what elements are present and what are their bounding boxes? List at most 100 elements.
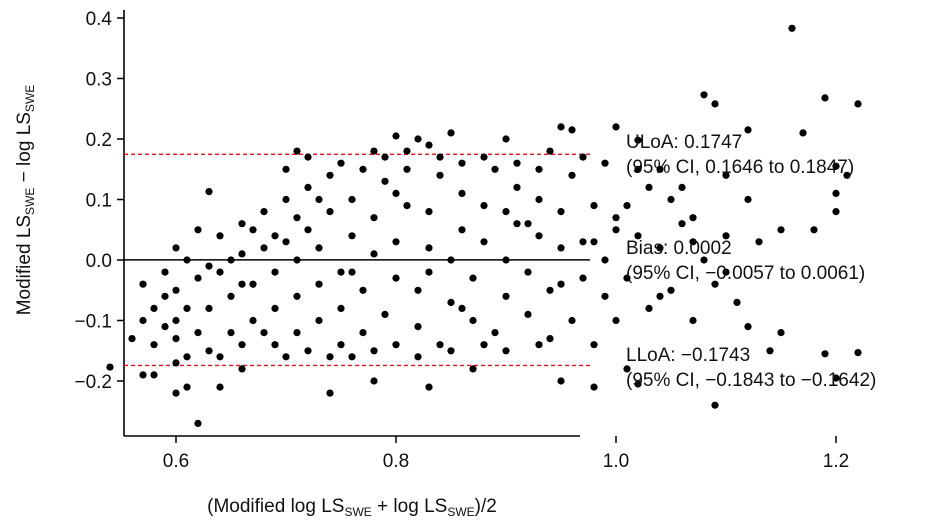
axes — [123, 10, 580, 437]
x-tick-label: 0.6 — [163, 451, 189, 472]
data-point — [392, 132, 400, 140]
data-point — [337, 268, 345, 276]
data-point — [216, 353, 224, 361]
data-point — [612, 214, 620, 222]
data-point — [139, 316, 147, 325]
data-point — [348, 268, 356, 276]
y-axis-title-pre: Modified LS — [14, 215, 35, 315]
data-point — [205, 347, 213, 355]
data-point — [722, 232, 730, 240]
data-point — [777, 329, 785, 337]
y-tick-label: 0.2 — [86, 130, 112, 151]
data-point — [524, 310, 532, 318]
data-point — [194, 226, 202, 234]
data-point — [315, 280, 323, 288]
x-axis-title-sub2: SWE — [447, 505, 474, 519]
data-point — [403, 147, 411, 155]
data-point — [271, 304, 279, 312]
data-point — [436, 171, 444, 179]
data-point — [590, 383, 598, 391]
data-point — [381, 177, 389, 185]
data-point — [194, 274, 202, 282]
x-tick-label: 1.0 — [603, 451, 629, 472]
data-point — [161, 268, 169, 276]
data-point — [689, 214, 697, 222]
data-point — [238, 365, 246, 373]
data-point — [502, 256, 510, 264]
data-point — [205, 188, 213, 196]
data-point — [414, 323, 422, 331]
data-point — [326, 389, 334, 397]
data-point — [579, 238, 587, 246]
data-point — [458, 159, 466, 167]
data-point — [348, 232, 356, 240]
data-point — [326, 353, 334, 361]
data-point — [645, 183, 653, 191]
data-point — [601, 159, 609, 167]
data-point — [381, 153, 389, 161]
x-axis-title: (Modified log LSSWE + log LSSWE)/2 — [207, 496, 497, 519]
data-point — [172, 335, 180, 343]
data-point — [469, 274, 477, 282]
data-point — [513, 220, 521, 228]
data-point — [722, 268, 730, 276]
data-point — [535, 341, 543, 349]
data-point — [172, 244, 180, 252]
data-point — [546, 286, 554, 294]
x-axis-title-pre: (Modified log LS — [207, 496, 344, 517]
uloa-value: ULoA: 0.1747 — [626, 132, 743, 153]
data-point — [282, 353, 290, 361]
data-point — [535, 232, 543, 240]
data-point — [491, 165, 499, 173]
x-tick-label: 1.2 — [823, 451, 849, 472]
data-point — [557, 123, 565, 131]
data-point — [854, 100, 862, 108]
data-point — [799, 129, 807, 137]
data-point — [293, 147, 301, 155]
data-point — [403, 165, 411, 173]
data-point — [161, 323, 169, 331]
data-point — [304, 183, 312, 191]
uloa-annotation: ULoA: 0.1747 (95% CI, 0.1646 to 0.1847) — [626, 130, 854, 180]
data-point — [502, 208, 510, 216]
data-point — [194, 419, 202, 427]
data-point — [568, 316, 576, 325]
data-point — [447, 347, 455, 355]
data-point — [315, 195, 323, 204]
axis-ticks: 0.6 0.8 1.0 1.2 0.4 0.3 0.2 0.1 0.0 −0.1 −0.2 — [74, 9, 849, 472]
data-point — [469, 365, 477, 373]
data-point — [832, 189, 840, 197]
data-point — [106, 363, 114, 371]
data-point — [700, 91, 708, 99]
y-tick-label: 0.0 — [86, 251, 112, 272]
data-point — [623, 274, 631, 282]
data-point — [271, 341, 279, 349]
data-point — [557, 377, 565, 385]
data-point — [667, 286, 675, 294]
data-point — [139, 371, 147, 379]
data-point — [150, 371, 158, 379]
data-point — [183, 256, 191, 264]
data-point — [315, 244, 323, 252]
data-point — [612, 226, 620, 234]
x-axis-title-post: )/2 — [475, 496, 497, 517]
data-point — [205, 304, 213, 312]
data-point — [590, 202, 598, 210]
data-point — [337, 304, 345, 312]
data-point — [194, 329, 202, 337]
data-point — [150, 304, 158, 312]
data-point — [744, 195, 752, 204]
data-point — [458, 304, 466, 312]
data-point — [579, 274, 587, 282]
data-point — [304, 347, 312, 355]
data-point — [238, 341, 246, 349]
data-point — [689, 316, 697, 325]
data-point — [425, 141, 433, 149]
y-tick-label: −0.2 — [74, 372, 112, 393]
bias-value: Bias: 0.0002 — [626, 238, 732, 259]
data-point — [623, 202, 631, 210]
data-point — [832, 374, 840, 382]
data-point — [535, 165, 543, 173]
data-point — [172, 359, 180, 367]
